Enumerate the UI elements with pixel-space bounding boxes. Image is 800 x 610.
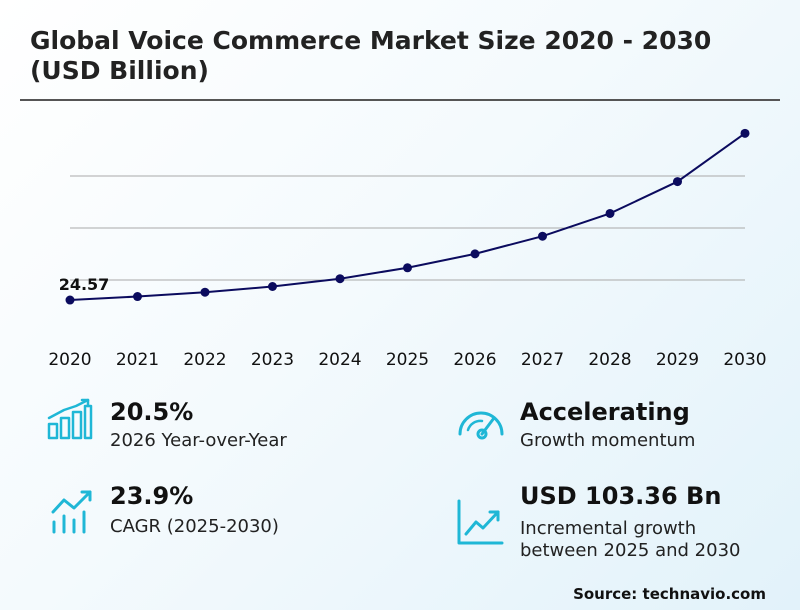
x-tick-label: 2028 xyxy=(588,350,631,370)
stat-momentum-label: Growth momentum xyxy=(520,430,696,451)
x-tick-label: 2027 xyxy=(521,350,564,370)
stat-cagr-value: 23.9% xyxy=(110,482,194,510)
title-divider xyxy=(20,99,780,101)
tick-labels: 2020 2021 2022 2023 2024 2025 2026 2027 2028 2029… xyxy=(48,275,766,370)
series-line xyxy=(69,132,746,302)
data-point xyxy=(470,249,480,259)
x-tick-label: 2029 xyxy=(656,350,699,370)
stat-cagr-label: CAGR (2025-2030) xyxy=(110,516,279,537)
data-points xyxy=(65,128,750,305)
chart-title: Global Voice Commerce Market Size 2020 -… xyxy=(30,26,712,85)
data-point xyxy=(403,263,412,273)
data-point xyxy=(335,274,345,284)
x-tick-label: 2025 xyxy=(386,350,429,370)
grid-lines xyxy=(70,175,745,281)
stat-momentum-value: Accelerating xyxy=(520,398,690,426)
x-tick-label: 2026 xyxy=(453,350,496,370)
data-point xyxy=(65,295,75,305)
series-line-path xyxy=(69,132,746,302)
x-tick-label: 2030 xyxy=(723,350,766,370)
data-point xyxy=(200,287,210,297)
stat-yoy-label: 2026 Year-over-Year xyxy=(110,430,287,451)
data-point xyxy=(740,128,750,138)
x-tick-label: 2021 xyxy=(116,350,159,370)
bar-chart-growth-icon xyxy=(47,398,93,440)
stat-yoy-value: 20.5% xyxy=(110,398,194,426)
source-credit: Source: technavio.com xyxy=(573,585,766,603)
speedometer-icon xyxy=(458,411,504,440)
data-label: 24.57 xyxy=(59,275,110,294)
data-point xyxy=(133,292,142,302)
x-tick-label: 2022 xyxy=(183,350,226,370)
line-chart: 2020 2021 2022 2023 2024 2025 2026 2027 2028 2029… xyxy=(48,128,767,370)
data-point xyxy=(605,208,615,218)
stat-incremental-value: USD 103.36 Bn xyxy=(520,482,722,510)
x-tick-label: 2023 xyxy=(251,350,294,370)
stat-incremental-label-line1: Incremental growth xyxy=(520,518,697,539)
data-point xyxy=(538,231,547,241)
data-point xyxy=(673,177,682,187)
stat-incremental-label-line2: between 2025 and 2030 xyxy=(520,540,741,561)
x-tick-label: 2024 xyxy=(318,350,361,370)
data-point xyxy=(268,282,277,291)
bar-trend-icon xyxy=(51,490,92,534)
x-tick-label: 2020 xyxy=(48,350,91,370)
trending-up-icon xyxy=(457,499,504,545)
